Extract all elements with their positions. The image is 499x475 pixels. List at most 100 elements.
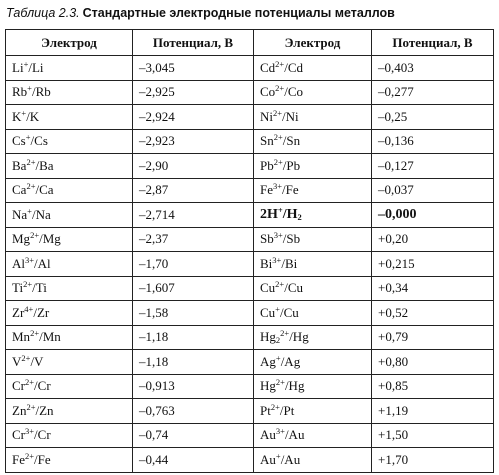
- cell-potential-left: –2,925: [132, 79, 254, 105]
- cell-electrode-right: Au3+/Au: [253, 422, 372, 448]
- charge-superscript: 2+: [275, 58, 285, 69]
- electrode-text: /Ca: [35, 182, 54, 198]
- table-row: V2+/V –1,18 Ag+/Ag +0,80: [5, 349, 494, 375]
- cell-potential-right: –0,136: [371, 128, 494, 154]
- cell-electrode-right: Hg2+/Hg: [253, 373, 372, 399]
- charge-superscript: +: [25, 132, 31, 143]
- cell-electrode-left: Fe2+/Fe: [5, 447, 133, 473]
- cell-electrode-left: Ca2+/Ca: [5, 177, 133, 203]
- cell-potential-right: +0,20: [371, 226, 494, 252]
- charge-superscript: 2+: [25, 450, 35, 461]
- electrode-text: /Li: [28, 59, 44, 75]
- cell-potential-left: –2,87: [132, 177, 254, 203]
- electrode-text: /Cu: [284, 280, 304, 296]
- electrode-text: Sn: [260, 133, 274, 149]
- electrode-text: /Zr: [33, 304, 50, 320]
- charge-superscript: 2+: [26, 181, 36, 192]
- electrode-text: /Fe: [282, 182, 299, 198]
- cell-potential-right: +0,85: [371, 373, 494, 399]
- charge-superscript: 2+: [26, 156, 36, 167]
- charge-superscript: 2+: [30, 230, 40, 241]
- charge-superscript: 3+: [25, 426, 35, 437]
- cell-electrode-right: Sb3+/Sb: [253, 226, 372, 252]
- electrode-text: Cu: [260, 280, 276, 296]
- electrode-text: Fe: [260, 182, 273, 198]
- table-body: Li+/Li –3,045 Cd2+/Cd –0,403 Rb+/Rb –2,925 Co2…: [5, 55, 494, 473]
- charge-superscript: 3+: [275, 426, 285, 437]
- header-potential-left: Потенциал, В: [132, 29, 254, 56]
- header-potential-right: Потенциал, В: [371, 29, 494, 56]
- table-row: Cr2+/Cr –0,913 Hg2+/Hg +0,85: [5, 373, 494, 399]
- electrode-text: Mg: [12, 231, 31, 247]
- table-row: Mn2+/Mn –1,18 Hg22+/Hg +0,79: [5, 324, 494, 350]
- cell-potential-right: +1,70: [371, 447, 494, 473]
- cell-potential-left: –0,74: [132, 422, 254, 448]
- electrode-text: /V: [30, 353, 44, 369]
- cell-potential-left: –1,607: [132, 275, 254, 301]
- cell-electrode-left: Zn2+/Zn: [5, 398, 133, 424]
- cell-electrode-left: Mg2+/Mg: [5, 226, 133, 252]
- electrode-text: Rb: [12, 84, 28, 100]
- electrode-text: /Cr: [34, 427, 51, 443]
- electrode-text: /Fe: [34, 451, 51, 467]
- electrode-text: /Co: [284, 84, 304, 100]
- electrode-text: /Au: [284, 427, 305, 443]
- cell-potential-left: –1,18: [132, 349, 254, 375]
- electrode-text: /Sb: [282, 231, 301, 247]
- electrode-text: /Ni: [282, 108, 299, 124]
- charge-superscript: 2+: [275, 279, 285, 290]
- cell-electrode-right: Pb2+/Pb: [253, 153, 372, 179]
- cell-electrode-right: Fe3+/Fe: [253, 177, 372, 203]
- cell-electrode-right: Ni2+/Ni: [253, 104, 372, 130]
- charge-superscript: +: [23, 58, 29, 69]
- cell-potential-left: –2,90: [132, 153, 254, 179]
- electrode-text: /Ag: [280, 353, 301, 369]
- cell-electrode-right: Cd2+/Cd: [253, 55, 372, 81]
- table-row: Li+/Li –3,045 Cd2+/Cd –0,403: [5, 55, 494, 81]
- electrode-text: Hg: [260, 329, 276, 345]
- electrode-text: Ti: [12, 280, 24, 296]
- electrode-text: /Cr: [34, 378, 51, 394]
- electrode-text: Cr: [12, 378, 25, 394]
- charge-superscript: +: [277, 204, 283, 215]
- electrode-text: Ca: [12, 182, 27, 198]
- charge-superscript: 3+: [273, 181, 283, 192]
- charge-superscript: 2+: [275, 377, 285, 388]
- electrode-text: V: [12, 353, 22, 369]
- header-electrode-right: Электрод: [253, 29, 372, 56]
- cell-electrode-right: Ag+/Ag: [253, 349, 372, 375]
- electrode-text: Au: [260, 451, 276, 467]
- cell-electrode-right: Au+/Au: [253, 447, 372, 473]
- index-subscript: 2: [297, 211, 302, 222]
- cell-potential-left: –0,913: [132, 373, 254, 399]
- cell-electrode-right: Cu+/Cu: [253, 300, 372, 326]
- electrode-text: Pb: [260, 157, 274, 173]
- table-row: Zn2+/Zn –0,763 Pt2+/Pt +1,19: [5, 398, 494, 424]
- electrode-text: Bi: [260, 255, 273, 271]
- cell-potential-left: –2,924: [132, 104, 254, 130]
- electrode-text: Cs: [12, 133, 26, 149]
- cell-electrode-left: Zr4+/Zr: [5, 300, 133, 326]
- charge-superscript: +: [21, 107, 27, 118]
- cell-potential-right: –0,277: [371, 79, 494, 105]
- caption-title: Стандартные электродные потенциалы метал…: [82, 6, 395, 20]
- electrode-potentials-table: Электрод Потенциал, В Электрод Потенциал…: [5, 29, 494, 473]
- table-row: Ti2+/Ti –1,607 Cu2+/Cu +0,34: [5, 275, 494, 301]
- electrode-text: /Hg: [289, 329, 309, 345]
- electrode-text: /Pb: [282, 157, 301, 173]
- cell-potential-right: +0,52: [371, 300, 494, 326]
- caption-label: Таблица 2.3.: [6, 6, 80, 20]
- electrode-text: K: [12, 108, 22, 124]
- electrode-text: /Sn: [282, 133, 301, 149]
- charge-superscript: 3+: [273, 230, 283, 241]
- cell-potential-right: –0,037: [371, 177, 494, 203]
- charge-superscript: 2+: [25, 377, 35, 388]
- cell-electrode-left: Li+/Li: [5, 55, 133, 81]
- cell-electrode-left: Cr3+/Cr: [5, 422, 133, 448]
- electrode-text: Zn: [12, 402, 27, 418]
- electrode-text: Na: [12, 206, 28, 222]
- charge-superscript: 2+: [26, 401, 36, 412]
- cell-potential-right: +0,80: [371, 349, 494, 375]
- electrode-text: /Cs: [30, 133, 48, 149]
- cell-potential-left: –1,70: [132, 251, 254, 277]
